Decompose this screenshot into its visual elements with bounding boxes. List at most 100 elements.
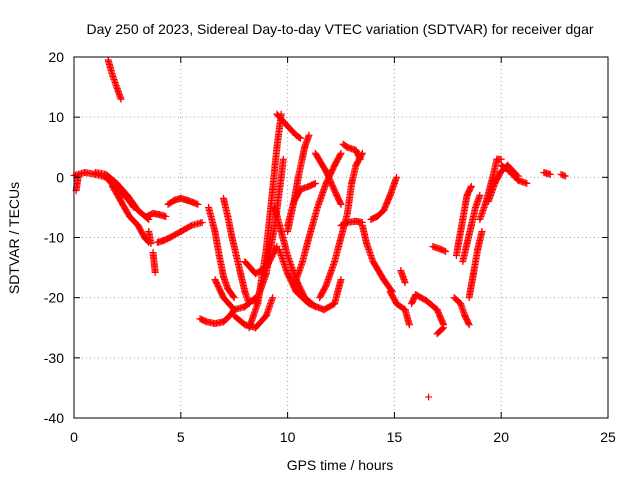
data-point-marker — [151, 268, 159, 276]
data-point-marker — [478, 227, 486, 235]
data-point-marker — [311, 179, 319, 187]
data-series-segment — [91, 169, 153, 223]
x-tick-label: 5 — [177, 429, 185, 445]
data-series-segment — [316, 149, 366, 302]
x-tick-label: 25 — [600, 429, 616, 445]
data-point-marker — [476, 191, 484, 199]
x-axis-label: GPS time / hours — [287, 457, 394, 473]
data-point-marker — [337, 149, 345, 157]
data-series-segment — [429, 243, 450, 255]
data-point-marker — [296, 134, 304, 142]
data-series-segment — [459, 191, 484, 266]
data-series-segment — [273, 110, 304, 142]
data-series-segment — [339, 140, 364, 163]
data-series-segment — [397, 267, 409, 287]
axis-ticks: -40 -30 -20 -10 0 10 20 0 5 10 15 20 25 — [44, 49, 616, 445]
x-tick-label: 0 — [70, 429, 78, 445]
data-series-segment — [230, 294, 277, 332]
data-point-marker — [514, 172, 522, 180]
data-point-marker — [117, 95, 125, 103]
data-series-segment — [508, 170, 522, 180]
data-series-segment — [540, 169, 554, 178]
data-point-marker — [393, 173, 401, 181]
x-tick-label: 15 — [387, 429, 403, 445]
data-point-marker — [425, 393, 433, 401]
data-point-marker — [401, 279, 409, 287]
data-series-segment — [465, 227, 486, 302]
chart-title: Day 250 of 2023, Sidereal Day-to-day VTE… — [86, 21, 593, 37]
data-series-segment — [337, 217, 366, 229]
data-series-segment — [284, 179, 319, 235]
data-point-marker — [438, 325, 446, 333]
data-point-marker — [230, 294, 238, 302]
data-series-segment — [358, 221, 396, 296]
data-series-segment — [386, 288, 413, 329]
data-series-segment — [153, 218, 206, 246]
data-point-marker — [523, 179, 531, 187]
data-series-segment — [145, 227, 155, 248]
data-point-marker — [442, 247, 450, 255]
data-point-marker — [440, 324, 448, 332]
data-point-marker — [310, 180, 318, 188]
y-tick-label: 0 — [56, 169, 64, 185]
data-point-marker — [356, 154, 364, 162]
data-point-marker — [305, 131, 313, 139]
data-series-segment — [211, 276, 260, 314]
data-point-marker — [198, 218, 206, 226]
data-series-segment — [433, 324, 448, 338]
data-series-segment — [407, 291, 448, 329]
data-point-marker — [337, 276, 345, 284]
data-series-segment — [149, 249, 159, 276]
data-series-segment — [143, 209, 170, 220]
y-tick-label: 20 — [48, 49, 64, 65]
data-point-marker — [74, 172, 82, 180]
data-point-marker — [295, 133, 303, 141]
data-point-marker — [546, 170, 554, 178]
y-tick-label: 10 — [48, 109, 64, 125]
data-point-marker — [560, 172, 568, 180]
y-axis-label: SDTVAR / TECUs — [6, 182, 22, 294]
y-tick-label: -40 — [44, 410, 64, 426]
data-series-segment — [557, 170, 569, 180]
data-series-segment — [311, 149, 345, 208]
data-points — [70, 56, 569, 401]
data-series-segment — [271, 203, 319, 311]
data-point-marker — [467, 184, 475, 192]
data-point-marker — [497, 155, 505, 163]
data-point-marker — [465, 321, 473, 329]
data-series-segment — [452, 182, 475, 260]
x-tick-label: 20 — [493, 429, 509, 445]
data-point-marker — [356, 155, 364, 163]
data-series-segment — [164, 194, 202, 208]
data-point-marker — [467, 182, 475, 190]
data-point-marker — [561, 172, 569, 180]
data-point-marker — [192, 200, 200, 208]
data-point-marker — [405, 321, 413, 329]
data-series-segment — [104, 56, 125, 103]
data-point-marker — [194, 200, 202, 208]
data-point-marker — [279, 155, 287, 163]
data-point-marker — [337, 200, 345, 208]
data-point-marker — [162, 212, 170, 220]
data-series-segment — [367, 173, 401, 223]
data-series-segment — [220, 194, 253, 308]
data-point-marker — [245, 300, 253, 308]
data-point-marker — [336, 151, 344, 159]
grid-lines — [74, 57, 608, 418]
data-point-marker — [440, 247, 448, 255]
y-tick-label: -10 — [44, 230, 64, 246]
data-point-marker — [229, 292, 237, 300]
data-series-segment — [108, 182, 153, 246]
data-point-marker — [465, 319, 473, 327]
data-series-segment — [205, 203, 238, 302]
y-tick-label: -30 — [44, 350, 64, 366]
x-tick-label: 10 — [280, 429, 296, 445]
data-point-marker — [336, 199, 344, 207]
data-point-marker — [269, 294, 277, 302]
data-series-segment — [290, 149, 345, 290]
y-tick-label: -20 — [44, 290, 64, 306]
data-point-marker — [147, 240, 155, 248]
